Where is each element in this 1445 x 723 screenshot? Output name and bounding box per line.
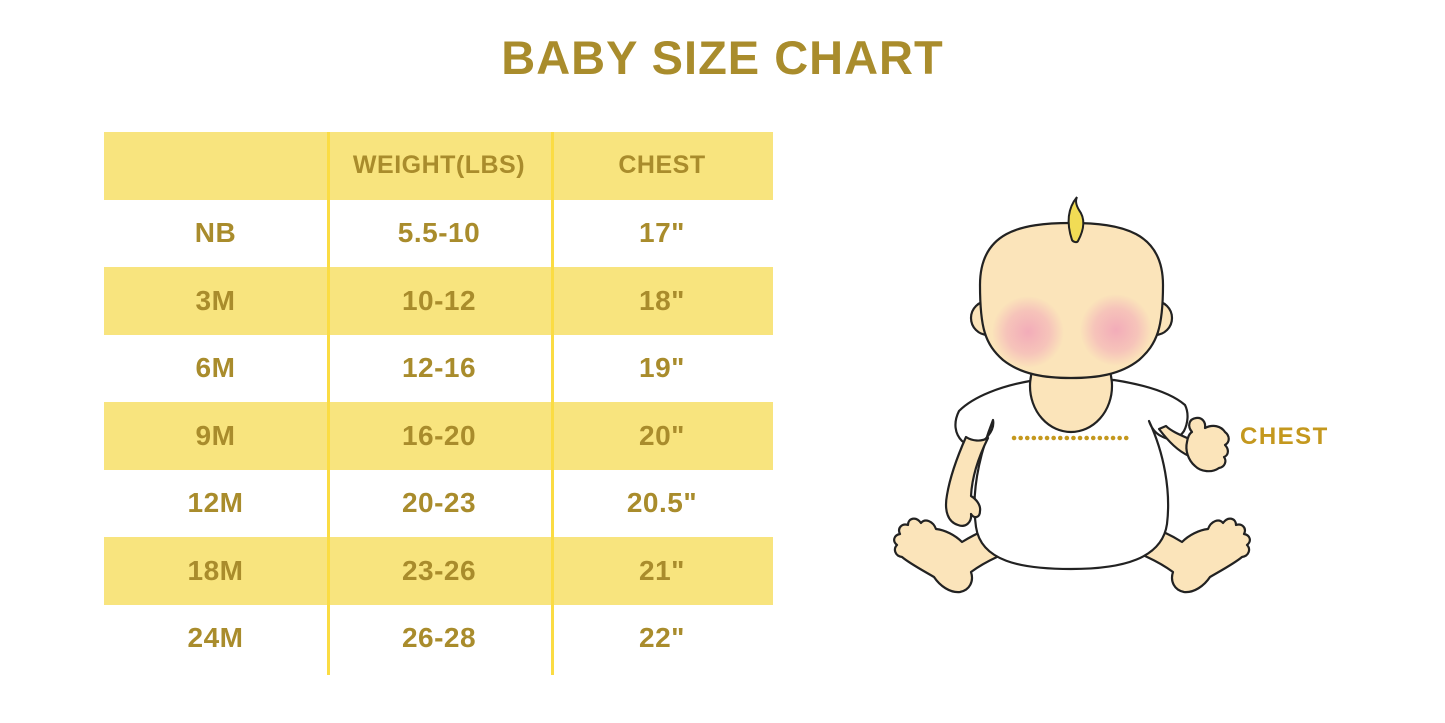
chest-value: 22" — [639, 622, 685, 654]
size-value: 24M — [187, 622, 244, 654]
weight-value: 20-23 — [401, 487, 477, 519]
size-value: 6M — [195, 352, 236, 384]
header-weight: WEIGHT(LBS) — [352, 151, 526, 180]
size-value: 12M — [187, 487, 244, 519]
weight-value: 23-26 — [401, 554, 477, 586]
weight-value: 5.5-10 — [397, 217, 481, 249]
size-value: 9M — [195, 419, 236, 451]
chest-label: CHEST — [1240, 423, 1329, 450]
column-divider — [327, 132, 330, 675]
baby-fist — [1185, 416, 1230, 473]
weight-value: 10-12 — [401, 284, 477, 316]
baby-illustration — [870, 180, 1340, 640]
table-row: 24M 26-28 22" — [104, 605, 773, 673]
baby-left-cheek — [992, 296, 1064, 368]
table-header-row: WEIGHT(LBS) CHEST — [104, 132, 773, 200]
weight-value: 12-16 — [401, 352, 477, 384]
column-divider — [551, 132, 554, 675]
size-value: 18M — [187, 554, 244, 586]
table-row: 12M 20-23 20.5" — [104, 470, 773, 538]
chest-value: 20" — [639, 419, 685, 451]
header-size — [104, 132, 327, 200]
weight-value: 26-28 — [401, 622, 477, 654]
chest-value: 21" — [639, 554, 685, 586]
chest-value: 17" — [639, 217, 685, 249]
baby-hair-curl — [1067, 196, 1085, 244]
baby-right-cheek — [1080, 294, 1152, 366]
table-row: 3M 10-12 18" — [104, 267, 773, 335]
chest-value: 19" — [639, 352, 685, 384]
chest-value: 20.5" — [626, 487, 698, 519]
size-table: WEIGHT(LBS) CHEST NB 5.5-10 17" 3M 10-12… — [104, 132, 773, 675]
page-title: BABY SIZE CHART — [501, 31, 944, 84]
table-row: 18M 23-26 21" — [104, 537, 773, 605]
table-row: NB 5.5-10 17" — [104, 200, 773, 268]
size-value: 3M — [195, 284, 236, 316]
weight-value: 16-20 — [401, 419, 477, 451]
chest-value: 18" — [639, 284, 685, 316]
baby-drawing — [893, 196, 1251, 594]
table-row: 9M 16-20 20" — [104, 402, 773, 470]
baby-left-arm — [944, 435, 990, 527]
header-chest: CHEST — [618, 151, 706, 180]
size-value: NB — [194, 217, 237, 249]
table-row: 6M 12-16 19" — [104, 335, 773, 403]
